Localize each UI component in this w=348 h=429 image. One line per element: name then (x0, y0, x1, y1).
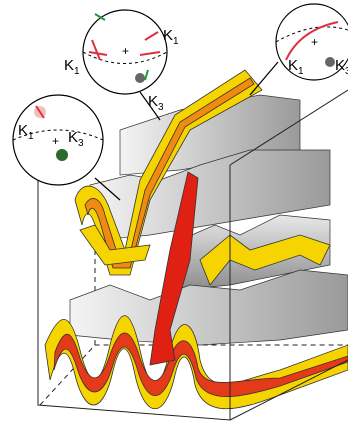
svg-text:+: + (311, 35, 318, 49)
axis-label: K1 (64, 57, 80, 77)
label-index: 1 (74, 66, 80, 77)
label-symbol: K (163, 27, 173, 44)
label-symbol: K (335, 57, 345, 74)
svg-text:+: + (52, 134, 59, 148)
label-symbol: K (288, 57, 298, 74)
label-symbol: K (68, 129, 78, 146)
axis-label: K3 (148, 93, 164, 113)
label-index: 3 (78, 138, 84, 149)
label-index: 1 (298, 66, 304, 77)
label-symbol: K (148, 93, 158, 110)
label-index: 1 (173, 36, 179, 47)
svg-text:+: + (122, 44, 129, 58)
stereonet: + (13, 95, 103, 185)
stereonet: + (83, 10, 167, 94)
label-index: 3 (158, 102, 164, 113)
label-symbol: K (64, 57, 74, 74)
label-index: 1 (28, 131, 34, 142)
label-symbol: K (18, 122, 28, 139)
block-diagram: + K1 K1 K3 + K1 K3 + K1 K3 (0, 0, 348, 429)
